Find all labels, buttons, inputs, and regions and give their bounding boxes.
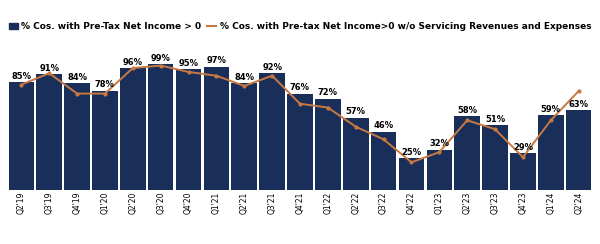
Bar [482, 125, 508, 190]
Bar [371, 132, 397, 190]
Text: 32%: 32% [430, 139, 449, 148]
Bar [148, 64, 173, 190]
Text: 25%: 25% [401, 148, 422, 157]
Bar [8, 82, 34, 190]
Text: 95%: 95% [179, 59, 199, 68]
Text: 76%: 76% [290, 83, 310, 92]
Text: 46%: 46% [374, 121, 394, 130]
Bar [37, 74, 62, 190]
Text: 57%: 57% [346, 107, 366, 116]
Text: 78%: 78% [95, 81, 115, 90]
Text: 51%: 51% [485, 115, 505, 124]
Bar [454, 116, 480, 190]
Text: 58%: 58% [457, 106, 477, 115]
Bar [315, 99, 341, 190]
Bar [398, 159, 424, 190]
Bar [232, 83, 257, 190]
Text: 99%: 99% [151, 54, 170, 63]
Bar [538, 115, 563, 190]
Text: 92%: 92% [262, 63, 282, 72]
Bar [176, 69, 202, 190]
Text: 63%: 63% [569, 100, 589, 109]
Text: 72%: 72% [318, 88, 338, 97]
Text: 96%: 96% [123, 58, 143, 67]
Bar [120, 68, 146, 190]
Text: 84%: 84% [67, 73, 87, 82]
Bar [287, 93, 313, 190]
Text: 29%: 29% [513, 143, 533, 152]
Bar [92, 91, 118, 190]
Bar [64, 83, 90, 190]
Bar [510, 153, 536, 190]
Bar [343, 118, 368, 190]
Text: 59%: 59% [541, 105, 561, 114]
Text: 84%: 84% [234, 73, 254, 82]
Legend: % Cos. with Pre-Tax Net Income > 0, % Cos. with Pre-tax Net Income>0 w/o Servici: % Cos. with Pre-Tax Net Income > 0, % Co… [9, 22, 591, 31]
Bar [427, 150, 452, 190]
Bar [259, 73, 285, 190]
Text: 85%: 85% [11, 71, 31, 81]
Bar [203, 67, 229, 190]
Bar [566, 110, 592, 190]
Text: 97%: 97% [206, 56, 226, 65]
Text: 91%: 91% [39, 64, 59, 73]
